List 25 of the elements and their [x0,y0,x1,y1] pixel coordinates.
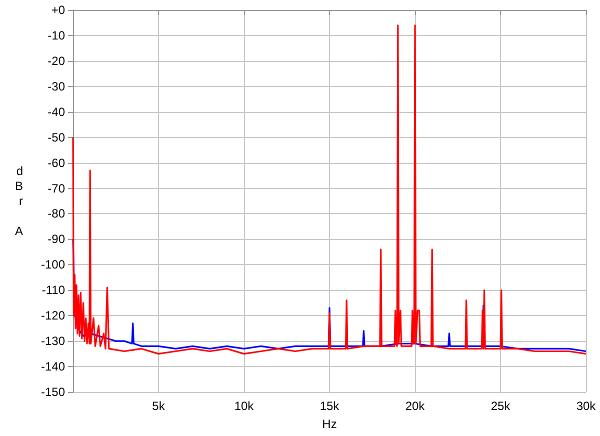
line-series [72,24,587,355]
y-tick-label: -40 [48,104,66,119]
x-tick-label: 15k [320,399,340,413]
y-tick-label: -80 [48,206,66,221]
y-tick-label: -30 [48,79,66,94]
y-tick-label: -110 [42,283,66,298]
y-tick-label: -70 [48,181,66,196]
y-tick-label: -50 [48,130,66,144]
x-tick-label: 5k [152,399,166,413]
y-tick-label: -100 [40,258,66,272]
y-tick-label: -140 [40,360,66,374]
y-tick-label: -130 [40,334,66,348]
x-axis-title: Hz [322,417,337,431]
y-tick-label: -120 [40,308,66,323]
x-tick-label: 20k [405,399,426,413]
text: dBr A [14,164,23,238]
y-tick-label: -60 [48,156,66,170]
x-tick-label: 30k [576,399,597,413]
x-tick-label: 25k [490,399,512,413]
y-tick-label: -20 [48,54,66,68]
y-tick-label: -90 [48,232,66,246]
y-tick-label: +0 [51,3,66,17]
y-tick-label: -150 [40,385,66,399]
y-tick-label: -10 [48,28,66,42]
x-tick-label: 10k [234,399,255,413]
